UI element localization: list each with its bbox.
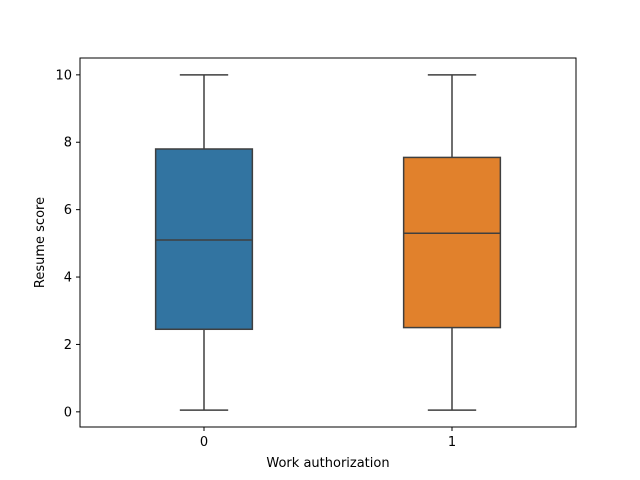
y-tick-label: 10 xyxy=(55,68,72,83)
y-tick-label: 2 xyxy=(64,338,72,353)
box-iqr xyxy=(402,156,502,329)
y-tick-label: 0 xyxy=(64,405,72,420)
box-group-1 xyxy=(402,74,502,411)
y-tick-label: 8 xyxy=(64,136,72,151)
y-tick-label: 6 xyxy=(64,203,72,218)
box-iqr xyxy=(154,148,254,331)
box-group-0 xyxy=(154,74,254,411)
axes-frame xyxy=(79,57,577,428)
y-axis-ticks: 0 2 4 6 8 10 xyxy=(55,68,80,420)
y-axis-label: Resume score xyxy=(33,197,48,288)
y-tick-label: 4 xyxy=(64,271,72,286)
x-axis-label: Work authorization xyxy=(266,456,389,471)
x-tick-label: 0 xyxy=(200,435,208,450)
chart-marks xyxy=(154,74,502,411)
x-tick-label: 1 xyxy=(448,435,456,450)
